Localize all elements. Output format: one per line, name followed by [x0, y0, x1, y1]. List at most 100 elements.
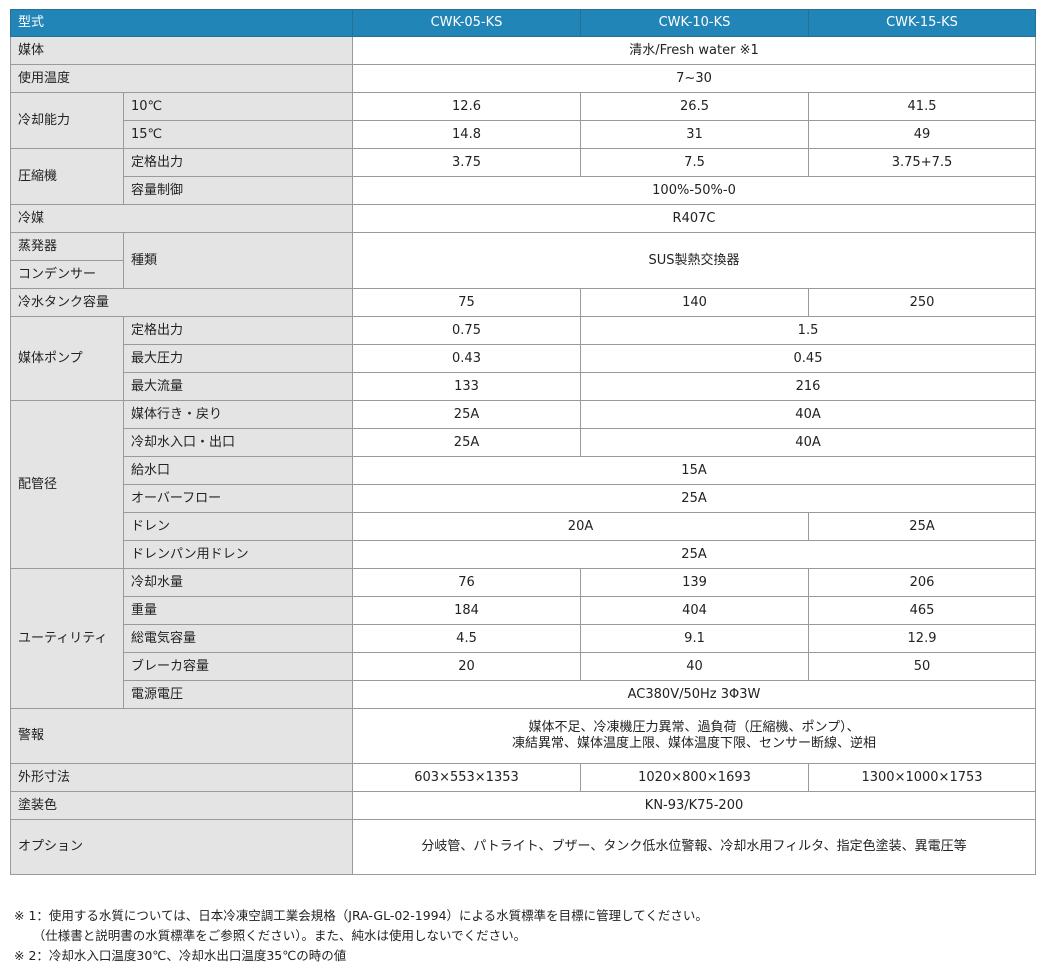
spec-value: 0.45 — [580, 344, 1037, 373]
row-label: ブレーカ容量 — [122, 652, 354, 681]
row-label: 最大流量 — [122, 372, 354, 401]
row-label: 容量制御 — [122, 176, 354, 205]
spec-value: 26.5 — [580, 92, 810, 121]
table-row: ブレーカ容量 20 40 50 — [11, 652, 1037, 681]
cell-text: 定格出力 — [131, 322, 184, 338]
row-label: 警報 — [9, 708, 354, 764]
cell-text: 76 — [458, 574, 475, 590]
cell-text: 15℃ — [131, 126, 163, 142]
cell-text: AC380V/50Hz 3Φ3W — [627, 686, 761, 702]
cell-text: 分岐管、パトライト、ブザー、タンク低水位警報、冷却水用フィルタ、指定色塗装、異電… — [421, 839, 967, 854]
spec-value: 25A — [352, 540, 1037, 569]
table-row: 警報 媒体不足、冷凍機圧力異常、過負荷（圧縮機、ポンプ）、 凍結異常、媒体温度上限、… — [9, 708, 1037, 764]
spec-value: 3.75 — [352, 148, 582, 177]
table-row: オプション 分岐管、パトライト、ブザー、タンク低水位警報、冷却水用フィルタ、指定色… — [9, 819, 1037, 875]
cell-text-line2: 凍結異常、媒体温度上限、媒体温度下限、センサー断線、逆相 — [512, 736, 877, 751]
spec-value: 25A — [352, 428, 582, 457]
spec-value: R407C — [352, 204, 1037, 233]
spec-value: 25A — [352, 484, 1037, 513]
cell-text: 給水口 — [131, 462, 171, 478]
cell-text: 206 — [909, 574, 935, 590]
cell-text: 使用温度 — [18, 70, 71, 86]
cell-text: 7.5 — [684, 154, 705, 170]
row-label: 媒体行き・戻り — [122, 400, 354, 429]
spec-value: 133 — [352, 372, 582, 401]
cell-text: オプション — [18, 839, 84, 854]
cell-text: 75 — [458, 294, 475, 310]
spec-value: 465 — [808, 596, 1037, 625]
cell-text: 25A — [453, 434, 480, 450]
spec-value: 40A — [580, 428, 1037, 457]
spec-value: 20 — [352, 652, 582, 681]
model-header: CWK-10-KS — [580, 9, 810, 37]
row-label: 媒体ポンプ — [10, 316, 124, 401]
cell-text: 15A — [681, 462, 707, 478]
cell-text: CWK-10-KS — [658, 15, 731, 30]
cell-text: ブレーカ容量 — [131, 658, 210, 674]
spec-value: 12.9 — [808, 624, 1037, 653]
cell-text: 圧縮機 — [18, 168, 58, 184]
table-row: 圧縮機 定格出力 3.75 7.5 3.75+7.5 — [10, 148, 1037, 205]
spec-value: 31 — [580, 120, 810, 149]
spec-value: 分岐管、パトライト、ブザー、タンク低水位警報、冷却水用フィルタ、指定色塗装、異電… — [352, 819, 1037, 875]
spec-value: AC380V/50Hz 3Φ3W — [352, 680, 1037, 709]
cell-text: 49 — [913, 126, 931, 142]
cell-text: 種類 — [131, 252, 158, 268]
cell-text: 25A — [909, 518, 935, 534]
cell-text: 1300×1000×1753 — [861, 769, 983, 785]
cell-text: オーバーフロー — [131, 490, 222, 506]
row-label: ドレン — [122, 512, 354, 541]
footnotes: ※ 1：使用する水質については、日本冷凍空調工業会規格（JRA-GL-02-19… — [14, 906, 708, 966]
row-label: 10℃ — [122, 92, 354, 121]
cell-text: SUS製熱交換器 — [648, 252, 740, 268]
table-row: 総電気容量 4.5 9.1 12.9 — [11, 624, 1037, 653]
cell-text: 冷媒 — [18, 210, 45, 226]
cell-text: 250 — [909, 294, 935, 310]
spec-value: 603×553×1353 — [352, 763, 582, 792]
cell-text: 20A — [567, 518, 594, 534]
cell-text: 媒体不足、冷凍機圧力異常、過負荷（圧縮機、ポンプ）、 — [528, 720, 860, 735]
cell-text: ドレンパン用ドレン — [131, 546, 249, 562]
table-row: コンデンサー — [10, 260, 1036, 289]
table-row: 最大圧力 0.43 0.45 — [11, 344, 1037, 373]
cell-text: 3.75+7.5 — [891, 154, 953, 170]
spec-value: 1020×800×1693 — [580, 763, 810, 792]
table-row: 使用温度 7~30 — [9, 64, 1037, 93]
table-row: ドレン 20A 25A — [11, 512, 1037, 541]
table-row: ユーティリティ 冷却水量 76 139 206 — [10, 568, 1037, 709]
cell-text: 1.5 — [797, 322, 819, 338]
row-label: 重量 — [122, 596, 354, 625]
spec-value: 76 — [352, 568, 582, 597]
footnote-2: ※ 2：冷却水入口温度30℃、冷却水出口温度35℃の時の値 — [14, 948, 347, 963]
cell-text: 0.45 — [793, 350, 823, 366]
cell-text: 容量制御 — [131, 182, 184, 198]
spec-value: 100%-50%-0 — [352, 176, 1037, 205]
table-row: ドレンパン用ドレン 25A — [11, 540, 1037, 569]
cell-text: 184 — [454, 602, 479, 618]
cell-text: 25A — [681, 490, 707, 506]
spec-value: 清水/Fresh water ※1 — [352, 36, 1037, 65]
cell-text: 外形寸法 — [18, 769, 71, 785]
table-row: 外形寸法 603×553×1353 1020×800×1693 1300×1000×1… — [9, 763, 1037, 792]
cell-text: 12.6 — [452, 98, 481, 114]
spec-value: 50 — [808, 652, 1037, 681]
cell-text: 9.1 — [684, 630, 705, 646]
spec-value: 14.8 — [352, 120, 582, 149]
row-label: 給水口 — [122, 456, 354, 485]
cell-text: 1020×800×1693 — [638, 769, 751, 785]
row-label: 蒸発器 — [10, 232, 124, 261]
row-label: ユーティリティ — [10, 568, 124, 709]
table-row: 冷媒 R407C — [9, 204, 1037, 233]
spec-value: 4.5 — [352, 624, 582, 653]
cell-text: 総電気容量 — [131, 630, 197, 646]
row-label: 冷却能力 — [10, 92, 124, 149]
cell-text: 133 — [454, 378, 479, 394]
cell-text: 冷却水入口・出口 — [131, 434, 236, 450]
cell-text: 冷却水量 — [131, 574, 184, 590]
spec-value: 9.1 — [580, 624, 810, 653]
cell-text: 40 — [686, 658, 703, 674]
header-label: 型式 — [9, 9, 354, 37]
footnote-1: ※ 1：使用する水質については、日本冷凍空調工業会規格（JRA-GL-02-19… — [14, 908, 708, 923]
spec-value: 媒体不足、冷凍機圧力異常、過負荷（圧縮機、ポンプ）、 凍結異常、媒体温度上限、媒体… — [352, 708, 1037, 764]
cell-text: 50 — [913, 658, 931, 674]
